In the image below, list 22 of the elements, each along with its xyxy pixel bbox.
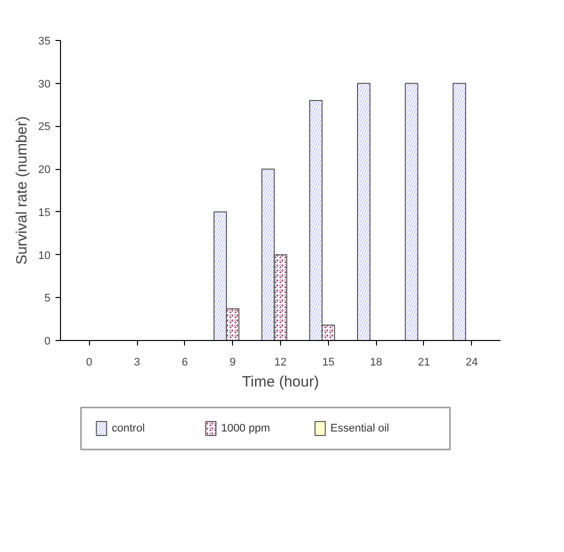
y-tick-label: 20 xyxy=(38,164,51,176)
x-tick-label: 0 xyxy=(86,356,92,368)
y-tick-label: 10 xyxy=(38,250,51,262)
legend-label: control xyxy=(112,422,145,434)
x-tick-label: 3 xyxy=(134,356,140,368)
y-tick-label: 35 xyxy=(38,36,51,48)
y-tick-label: 15 xyxy=(38,206,51,219)
x-tick-label: 21 xyxy=(418,356,430,368)
x-tick-label: 15 xyxy=(322,356,334,368)
x-tick-label: 9 xyxy=(230,356,236,368)
y-tick-label: 25 xyxy=(38,121,51,134)
y-tick-label: 0 xyxy=(44,336,51,348)
x-tick-label: 6 xyxy=(182,356,188,368)
y-tick-label: 30 xyxy=(38,78,51,90)
y-axis-title: Survival rate (number) xyxy=(13,116,30,265)
x-tick-label: 18 xyxy=(370,356,382,368)
legend-label: 1000 ppm xyxy=(221,422,270,434)
x-axis-title: Time (hour) xyxy=(242,374,319,390)
x-tick-label: 24 xyxy=(466,356,478,368)
x-tick-label: 12 xyxy=(274,356,287,368)
legend-label: Essential oil xyxy=(330,422,390,434)
y-tick-label: 5 xyxy=(44,292,51,305)
